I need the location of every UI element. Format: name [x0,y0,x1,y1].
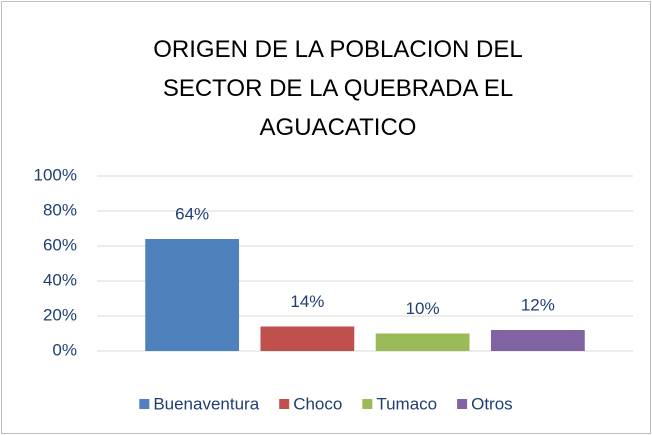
chart-title: ORIGEN DE LA POBLACION DEL SECTOR DE LA … [153,36,523,141]
y-tick-label: 80% [43,200,77,219]
data-label: 14% [290,292,324,311]
bar [490,330,585,351]
legend-swatch [279,399,290,409]
data-label: 10% [406,299,440,318]
legend-label: Otros [471,394,513,413]
legend-swatch [139,399,150,409]
bar [260,326,355,351]
y-tick-label: 100% [34,165,77,184]
data-label: 12% [521,295,555,314]
bar [145,239,240,351]
legend-swatch [362,399,373,409]
legend-label: Buenaventura [153,394,259,413]
bar [375,333,470,351]
data-label: 64% [175,204,209,223]
legend-label: Choco [293,394,342,413]
y-tick-label: 40% [43,270,77,289]
y-tick-label: 0% [52,340,77,359]
y-tick-label: 20% [43,305,77,324]
y-tick-label: 60% [43,235,77,254]
legend-label: Tumaco [376,394,437,413]
legend-swatch [457,399,468,409]
